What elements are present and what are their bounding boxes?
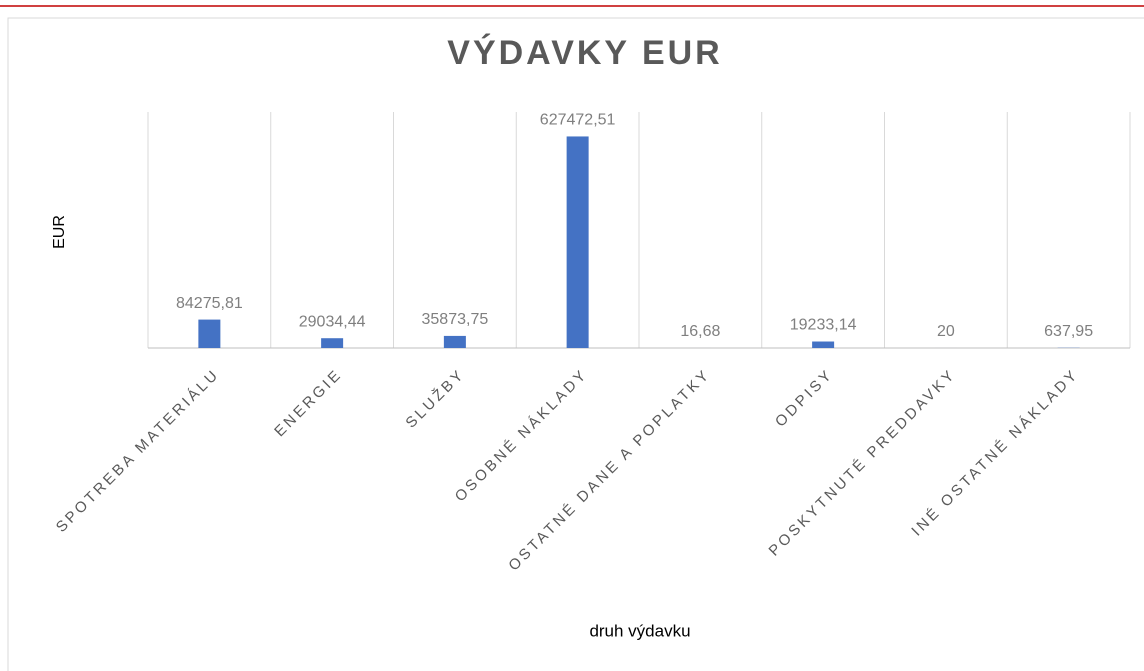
- data-label: 20: [937, 323, 955, 340]
- data-label: 627472,51: [540, 112, 616, 129]
- data-label: 29034,44: [299, 313, 366, 330]
- top-strip: [0, 0, 1144, 6]
- bar: [812, 341, 835, 348]
- bar: [321, 338, 344, 348]
- chart-title: VÝDAVKY EUR: [447, 34, 722, 72]
- y-axis-label: EUR: [51, 215, 68, 249]
- data-label: 16,68: [680, 323, 720, 340]
- data-label: 19233,14: [790, 317, 857, 334]
- bar: [443, 335, 466, 348]
- data-label: 35873,75: [422, 311, 489, 328]
- x-axis-label: druh výdavku: [589, 621, 690, 640]
- bar: [198, 319, 221, 348]
- data-label: 637,95: [1044, 323, 1093, 340]
- data-label: 84275,81: [176, 295, 243, 312]
- bar: [566, 136, 589, 348]
